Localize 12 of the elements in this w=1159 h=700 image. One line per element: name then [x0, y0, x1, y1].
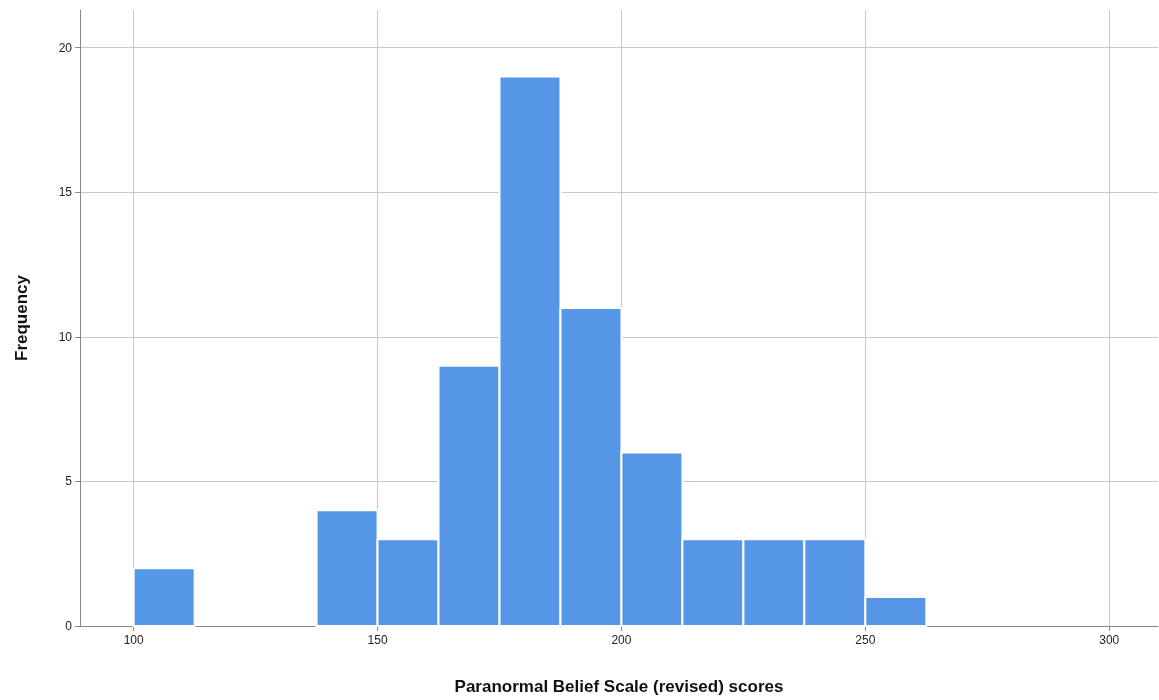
- y-tick-label: 15: [58, 185, 73, 200]
- x-tick-label: 150: [367, 633, 388, 647]
- x-tick-label: 300: [1099, 633, 1120, 647]
- y-tick-label: 5: [65, 474, 73, 489]
- x-tick-label: 200: [611, 633, 632, 647]
- y-axis-title: Frequency: [12, 274, 31, 361]
- y-tick-label: 20: [58, 40, 73, 55]
- x-tick-label: 250: [855, 633, 876, 647]
- y-tick-label: 0: [65, 619, 73, 633]
- y-tick-label: 10: [58, 329, 73, 344]
- x-axis-title: Paranormal Belief Scale (revised) scores: [454, 677, 784, 696]
- x-tick-label: 100: [123, 633, 144, 647]
